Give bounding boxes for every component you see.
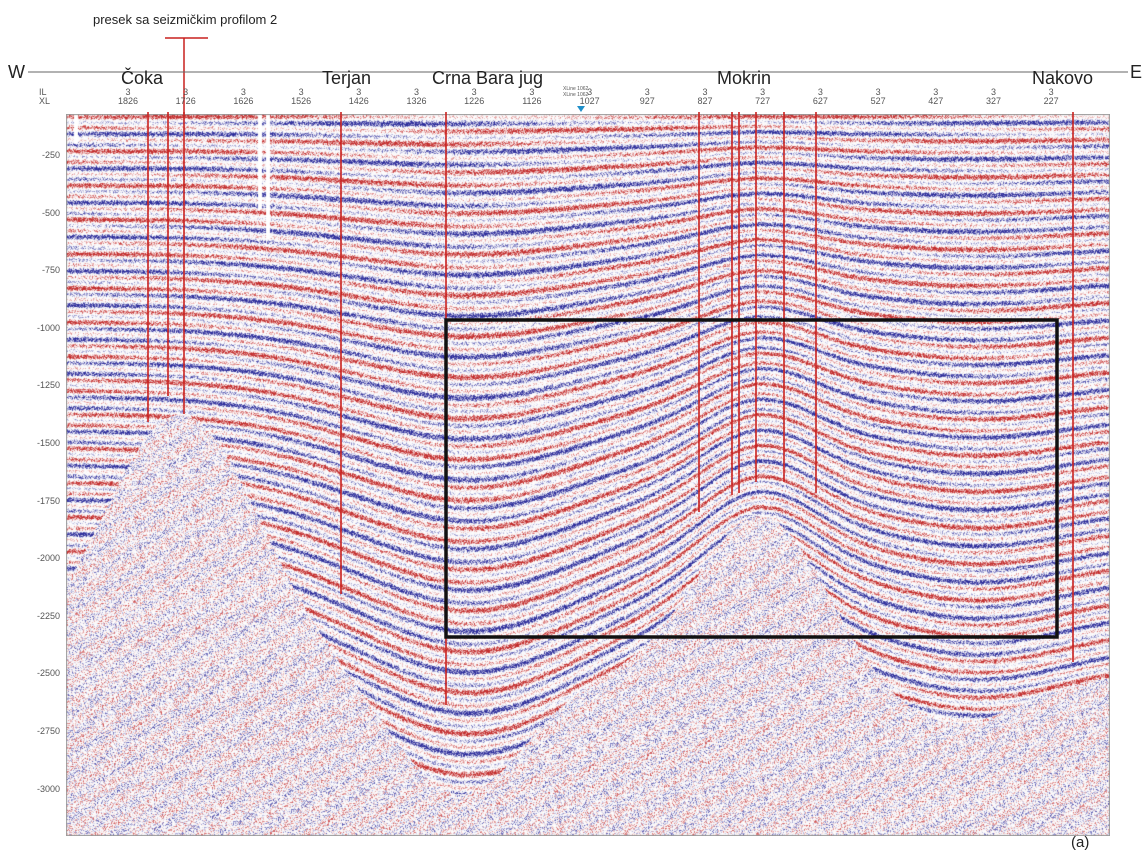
inline-tick-label: 3	[125, 87, 131, 97]
xline-tick-label: 1126	[522, 96, 542, 106]
inline-tick-label: 3	[529, 87, 535, 97]
inline-tick-label: 3	[760, 87, 766, 97]
axis-header-xl: XL	[39, 96, 51, 106]
depth-tick-label: -2250	[36, 610, 60, 621]
depth-tick-label: -1000	[36, 322, 60, 333]
xline-tick-label: 1426	[348, 96, 369, 106]
inline-tick-label: 3	[413, 87, 419, 97]
xline-tick-label: 1826	[117, 96, 139, 106]
xline-tick-label: 1326	[406, 96, 427, 106]
xline-marker-label-1: XLine 1062	[563, 86, 589, 92]
inline-tick-label: 3	[875, 87, 881, 97]
east-label: E	[1130, 62, 1143, 82]
depth-tick-label: -250	[41, 150, 60, 160]
seismic-section-image	[66, 114, 1110, 836]
inline-tick-label: 3	[356, 87, 362, 97]
west-label: W	[8, 62, 25, 82]
inline-tick-label: 3	[1048, 87, 1054, 97]
well-label-coka: Čoka	[121, 68, 164, 88]
depth-tick-label: -2000	[36, 553, 60, 564]
xline-tick-label: 1226	[464, 96, 485, 106]
inline-tick-label: 3	[702, 87, 708, 97]
depth-tick-label: -1250	[36, 380, 60, 391]
depth-tick-label: -3000	[36, 783, 60, 794]
xline-tick-label: 527	[870, 96, 886, 106]
depth-tick-label: -2500	[36, 668, 60, 679]
crossing-annotation: presek sa seizmičkim profilom 2	[93, 12, 278, 27]
well-label-crna-bara-jug: Crna Bara jug	[432, 68, 544, 88]
xline-tick-label: 227	[1043, 96, 1059, 106]
inline-tick-label: 3	[587, 87, 593, 97]
depth-tick-label: -1500	[36, 438, 60, 448]
depth-tick-label: -2750	[36, 726, 60, 736]
inline-tick-label: 3	[183, 87, 189, 97]
xline-marker-icon	[577, 106, 585, 112]
xline-marker-label-2: XLine 1062	[563, 92, 589, 98]
xline-tick-label: 927	[639, 96, 655, 106]
xline-tick-label: 1726	[175, 96, 196, 106]
depth-tick-label: -500	[41, 207, 60, 218]
xline-tick-label: 427	[928, 96, 944, 106]
xline-tick-label: 627	[812, 96, 828, 106]
xline-tick-label: 1027	[579, 96, 600, 106]
xline-tick-label: 1626	[233, 96, 254, 106]
xline-tick-label: 327	[985, 96, 1002, 106]
area-of-interest-box	[444, 318, 1059, 639]
xline-tick-label: 1526	[291, 96, 312, 106]
inline-tick-label: 3	[298, 87, 304, 97]
inline-tick-label: 3	[933, 87, 939, 97]
well-label-terjan: Terjan	[322, 68, 372, 88]
inline-tick-label: 3	[240, 87, 246, 97]
well-label-nakovo: Nakovo	[1032, 68, 1094, 88]
axis-header-il: IL	[39, 87, 47, 97]
xline-tick-label: 827	[697, 96, 713, 106]
inline-tick-label: 3	[471, 87, 477, 97]
inline-tick-label: 3	[644, 87, 650, 97]
panel-label: (a)	[1071, 834, 1090, 851]
depth-tick-label: -1750	[36, 495, 60, 506]
depth-tick-label: -750	[41, 265, 60, 276]
xline-tick-label: 727	[755, 96, 771, 106]
inline-tick-label: 3	[990, 87, 996, 97]
inline-tick-label: 3	[817, 87, 823, 97]
well-label-mokrin: Mokrin	[717, 68, 772, 88]
